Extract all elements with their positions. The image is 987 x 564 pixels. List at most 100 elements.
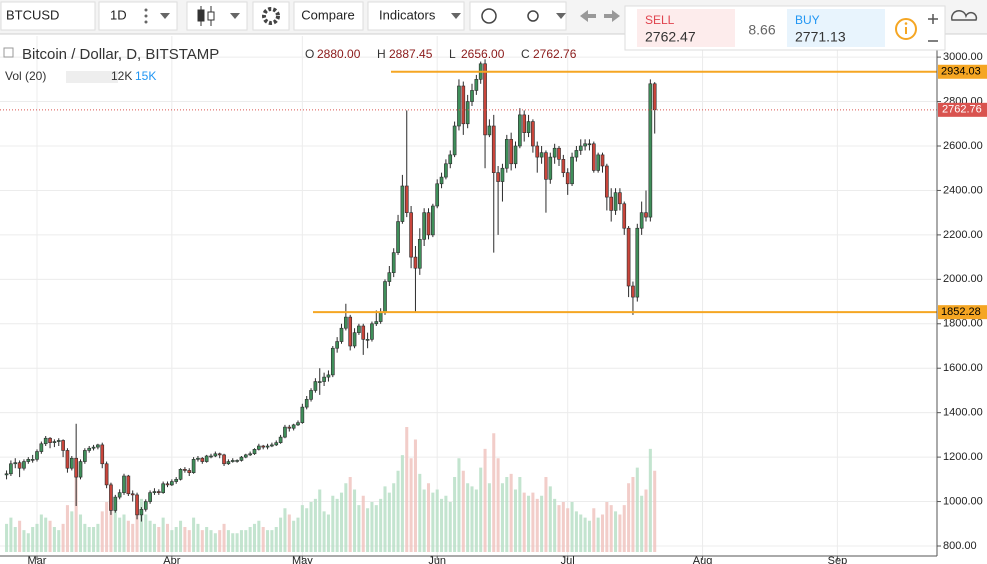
- bulb-icon[interactable]: [527, 10, 539, 22]
- candle-body: [348, 316, 353, 347]
- volume-bar: [326, 514, 330, 552]
- ohlc-key: H: [377, 47, 386, 61]
- candle-body: [518, 114, 522, 147]
- chart-style-box[interactable]: [186, 1, 248, 31]
- volume-bar: [126, 520, 130, 552]
- cloud-icon[interactable]: [950, 10, 978, 21]
- indicators-box[interactable]: [367, 1, 465, 31]
- last-price-tag: [938, 102, 987, 117]
- candle-body: [448, 154, 453, 165]
- volume-bar: [366, 508, 370, 552]
- alert-icon[interactable]: [481, 8, 497, 24]
- volume-bar: [57, 530, 61, 552]
- dropdown-arrow[interactable]: [160, 13, 170, 19]
- candle-body: [570, 156, 574, 185]
- candle-body: [539, 152, 544, 158]
- candle-icon[interactable]: [197, 6, 215, 26]
- symbol[interactable]: BTCUSD: [6, 7, 59, 22]
- collapse-icon[interactable]: [3, 47, 14, 58]
- volume-bar: [557, 505, 561, 552]
- candle-body: [39, 443, 44, 452]
- volume-bar: [426, 483, 431, 552]
- candle-body: [283, 426, 287, 438]
- candle-body: [148, 492, 152, 502]
- volume-name: Vol (20): [5, 69, 46, 83]
- candle-body: [591, 143, 596, 171]
- volume-bar: [627, 483, 631, 552]
- compare-box[interactable]: [293, 1, 364, 31]
- ohlc-key: O: [305, 47, 314, 61]
- candle-body: [313, 381, 318, 391]
- volume-bar: [31, 527, 35, 552]
- volume-bar: [566, 508, 570, 552]
- volume-bar: [518, 477, 522, 552]
- volume-bar: [513, 489, 518, 552]
- candle-body: [404, 185, 409, 213]
- buy-button[interactable]: [787, 9, 885, 47]
- volume-bar: [435, 489, 439, 552]
- volume-bar: [574, 511, 578, 552]
- candle-body: [600, 154, 605, 167]
- ohlc-value: 2656.00: [461, 47, 505, 61]
- sell-label[interactable]: SELL: [645, 13, 675, 27]
- candle-body: [561, 159, 566, 173]
- volume-bar: [496, 458, 500, 552]
- volume-bar: [370, 502, 374, 552]
- dropdown-arrow[interactable]: [230, 13, 240, 19]
- buy-price[interactable]: 2771.13: [795, 29, 846, 45]
- last-price-label: 2762.76: [942, 104, 982, 116]
- compare-button[interactable]: Compare: [301, 7, 354, 22]
- volume-bar: [474, 489, 478, 552]
- volume-controls[interactable]: [66, 71, 118, 83]
- candle-body: [378, 312, 383, 322]
- indicators-button[interactable]: Indicators: [379, 7, 436, 22]
- volume-bar: [96, 523, 100, 552]
- volume-bar: [26, 533, 30, 552]
- candle-body: [257, 445, 261, 450]
- volume-bar: [209, 530, 213, 552]
- volume-bar: [470, 486, 474, 552]
- settings-icon[interactable]: [262, 7, 280, 25]
- sell-button[interactable]: [637, 9, 735, 47]
- candle-body: [622, 203, 627, 229]
- horizontal-line-tag: [938, 64, 987, 79]
- candle-body: [252, 449, 257, 455]
- candle-body: [165, 483, 170, 486]
- candle-body: [631, 285, 635, 298]
- volume-bar: [527, 495, 531, 552]
- candle-body: [509, 139, 513, 165]
- interval[interactable]: 1D: [110, 7, 127, 22]
- undo-icon[interactable]: [580, 10, 596, 22]
- candle-body: [9, 463, 13, 475]
- buy-label[interactable]: BUY: [795, 13, 820, 27]
- volume-bar: [535, 498, 539, 552]
- candle-body: [48, 437, 52, 443]
- candle-body: [161, 483, 165, 493]
- dropdown-arrow[interactable]: [451, 13, 461, 19]
- candle-body: [87, 447, 92, 451]
- volume-bar: [457, 458, 461, 552]
- candle-body: [291, 424, 296, 429]
- zoom-buttons[interactable]: [928, 14, 938, 42]
- volume-bar: [13, 527, 17, 552]
- volume-bar: [300, 505, 304, 552]
- volume-bar: [244, 530, 248, 552]
- info-icon[interactable]: [895, 18, 917, 40]
- y-tick-label: 3000.00: [943, 51, 983, 63]
- symbol-box[interactable]: [0, 1, 96, 31]
- sell-price[interactable]: 2762.47: [645, 29, 696, 45]
- volume-bar: [339, 492, 344, 552]
- settings-box[interactable]: [252, 1, 290, 31]
- dropdown-arrow[interactable]: [556, 13, 566, 19]
- candle-body: [504, 139, 509, 169]
- candle-body: [644, 212, 648, 218]
- tools-box[interactable]: [469, 1, 567, 31]
- redo-icon[interactable]: [604, 10, 620, 22]
- volume-bar: [544, 477, 548, 552]
- volume-bar: [600, 514, 605, 552]
- volume-bar: [87, 527, 91, 552]
- y-tick-label: 2200.00: [943, 229, 983, 241]
- more-icon[interactable]: [144, 8, 148, 24]
- candle-body: [361, 325, 366, 340]
